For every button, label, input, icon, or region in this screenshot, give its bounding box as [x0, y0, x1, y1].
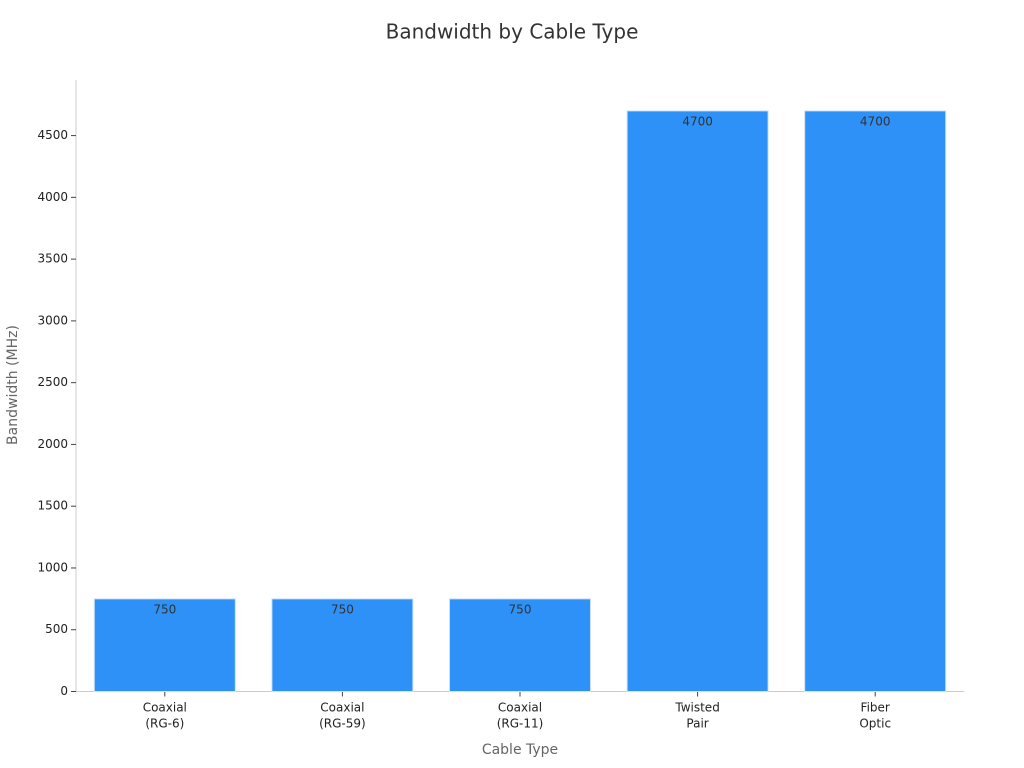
data-label: 750 — [331, 602, 354, 616]
bar — [448, 598, 592, 693]
data-label: 4700 — [860, 114, 891, 128]
x-tick-label: Twisted Pair — [674, 700, 719, 730]
x-tick-label: Fiber Optic — [859, 700, 891, 730]
x-tick-label: Coaxial (RG-59) — [319, 700, 366, 730]
data-label: 4700 — [682, 114, 713, 128]
bar — [804, 110, 947, 692]
x-tick-label: Coaxial (RG-6) — [143, 700, 187, 730]
y-tick-label: 1000 — [37, 560, 68, 574]
y-tick-label: 3500 — [37, 252, 68, 266]
y-tick-label: 3000 — [37, 313, 68, 327]
chart-title: Bandwidth by Cable Type — [386, 20, 639, 44]
bar — [626, 110, 769, 692]
bar — [93, 598, 236, 693]
data-label: 750 — [509, 602, 532, 616]
x-axis-label: Cable Type — [482, 742, 558, 758]
bar — [271, 598, 414, 693]
y-tick-label: 2000 — [37, 437, 68, 451]
y-tick-label: 4500 — [37, 128, 68, 142]
y-tick-label: 4000 — [37, 190, 68, 204]
data-label: 750 — [153, 602, 176, 616]
y-axis-label: Bandwidth (MHz) — [5, 325, 21, 445]
y-tick-label: 500 — [45, 622, 68, 636]
y-tick-label: 2500 — [37, 375, 68, 389]
x-tick-label: Coaxial (RG-11) — [497, 700, 544, 730]
y-tick-label: 0 — [60, 684, 68, 698]
y-tick-label: 1500 — [37, 499, 68, 513]
